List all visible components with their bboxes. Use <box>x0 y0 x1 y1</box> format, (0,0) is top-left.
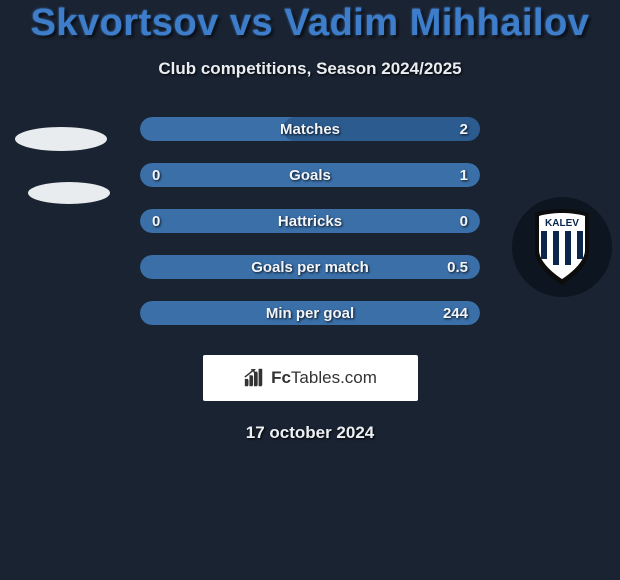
kalev-crest-icon: KALEV <box>529 207 595 287</box>
stat-row: Goals per match0.5 <box>140 255 480 279</box>
page-title: Skvortsov vs Vadim Mihhailov <box>0 2 620 45</box>
stat-label: Matches <box>140 121 480 138</box>
watermark-text: FcTables.com <box>271 368 377 388</box>
stat-row: 0Goals1 <box>140 163 480 187</box>
left-player-placeholder-icon <box>15 127 107 151</box>
stat-right-value: 0.5 <box>447 259 468 276</box>
bar-chart-icon <box>243 367 265 389</box>
right-club-badge: KALEV <box>512 197 612 297</box>
stat-label: Hattricks <box>140 213 480 230</box>
stats-area: KALEV Matches20Goals10Hattricks0Goals pe… <box>0 117 620 325</box>
svg-text:KALEV: KALEV <box>545 218 579 229</box>
snapshot-date: 17 october 2024 <box>0 423 620 443</box>
stat-right-value: 2 <box>460 121 468 138</box>
stat-label: Min per goal <box>140 305 480 322</box>
stat-row: 0Hattricks0 <box>140 209 480 233</box>
stat-right-value: 244 <box>443 305 468 322</box>
fctables-watermark: FcTables.com <box>203 355 418 401</box>
stat-right-value: 1 <box>460 167 468 184</box>
stat-row: Min per goal244 <box>140 301 480 325</box>
left-club-placeholder-icon <box>28 182 110 204</box>
comparison-card: Skvortsov vs Vadim Mihhailov Club compet… <box>0 0 620 580</box>
page-subtitle: Club competitions, Season 2024/2025 <box>0 59 620 79</box>
stat-right-value: 0 <box>460 213 468 230</box>
stat-label: Goals per match <box>140 259 480 276</box>
stat-rows: Matches20Goals10Hattricks0Goals per matc… <box>140 117 480 325</box>
stat-row: Matches2 <box>140 117 480 141</box>
stat-label: Goals <box>140 167 480 184</box>
